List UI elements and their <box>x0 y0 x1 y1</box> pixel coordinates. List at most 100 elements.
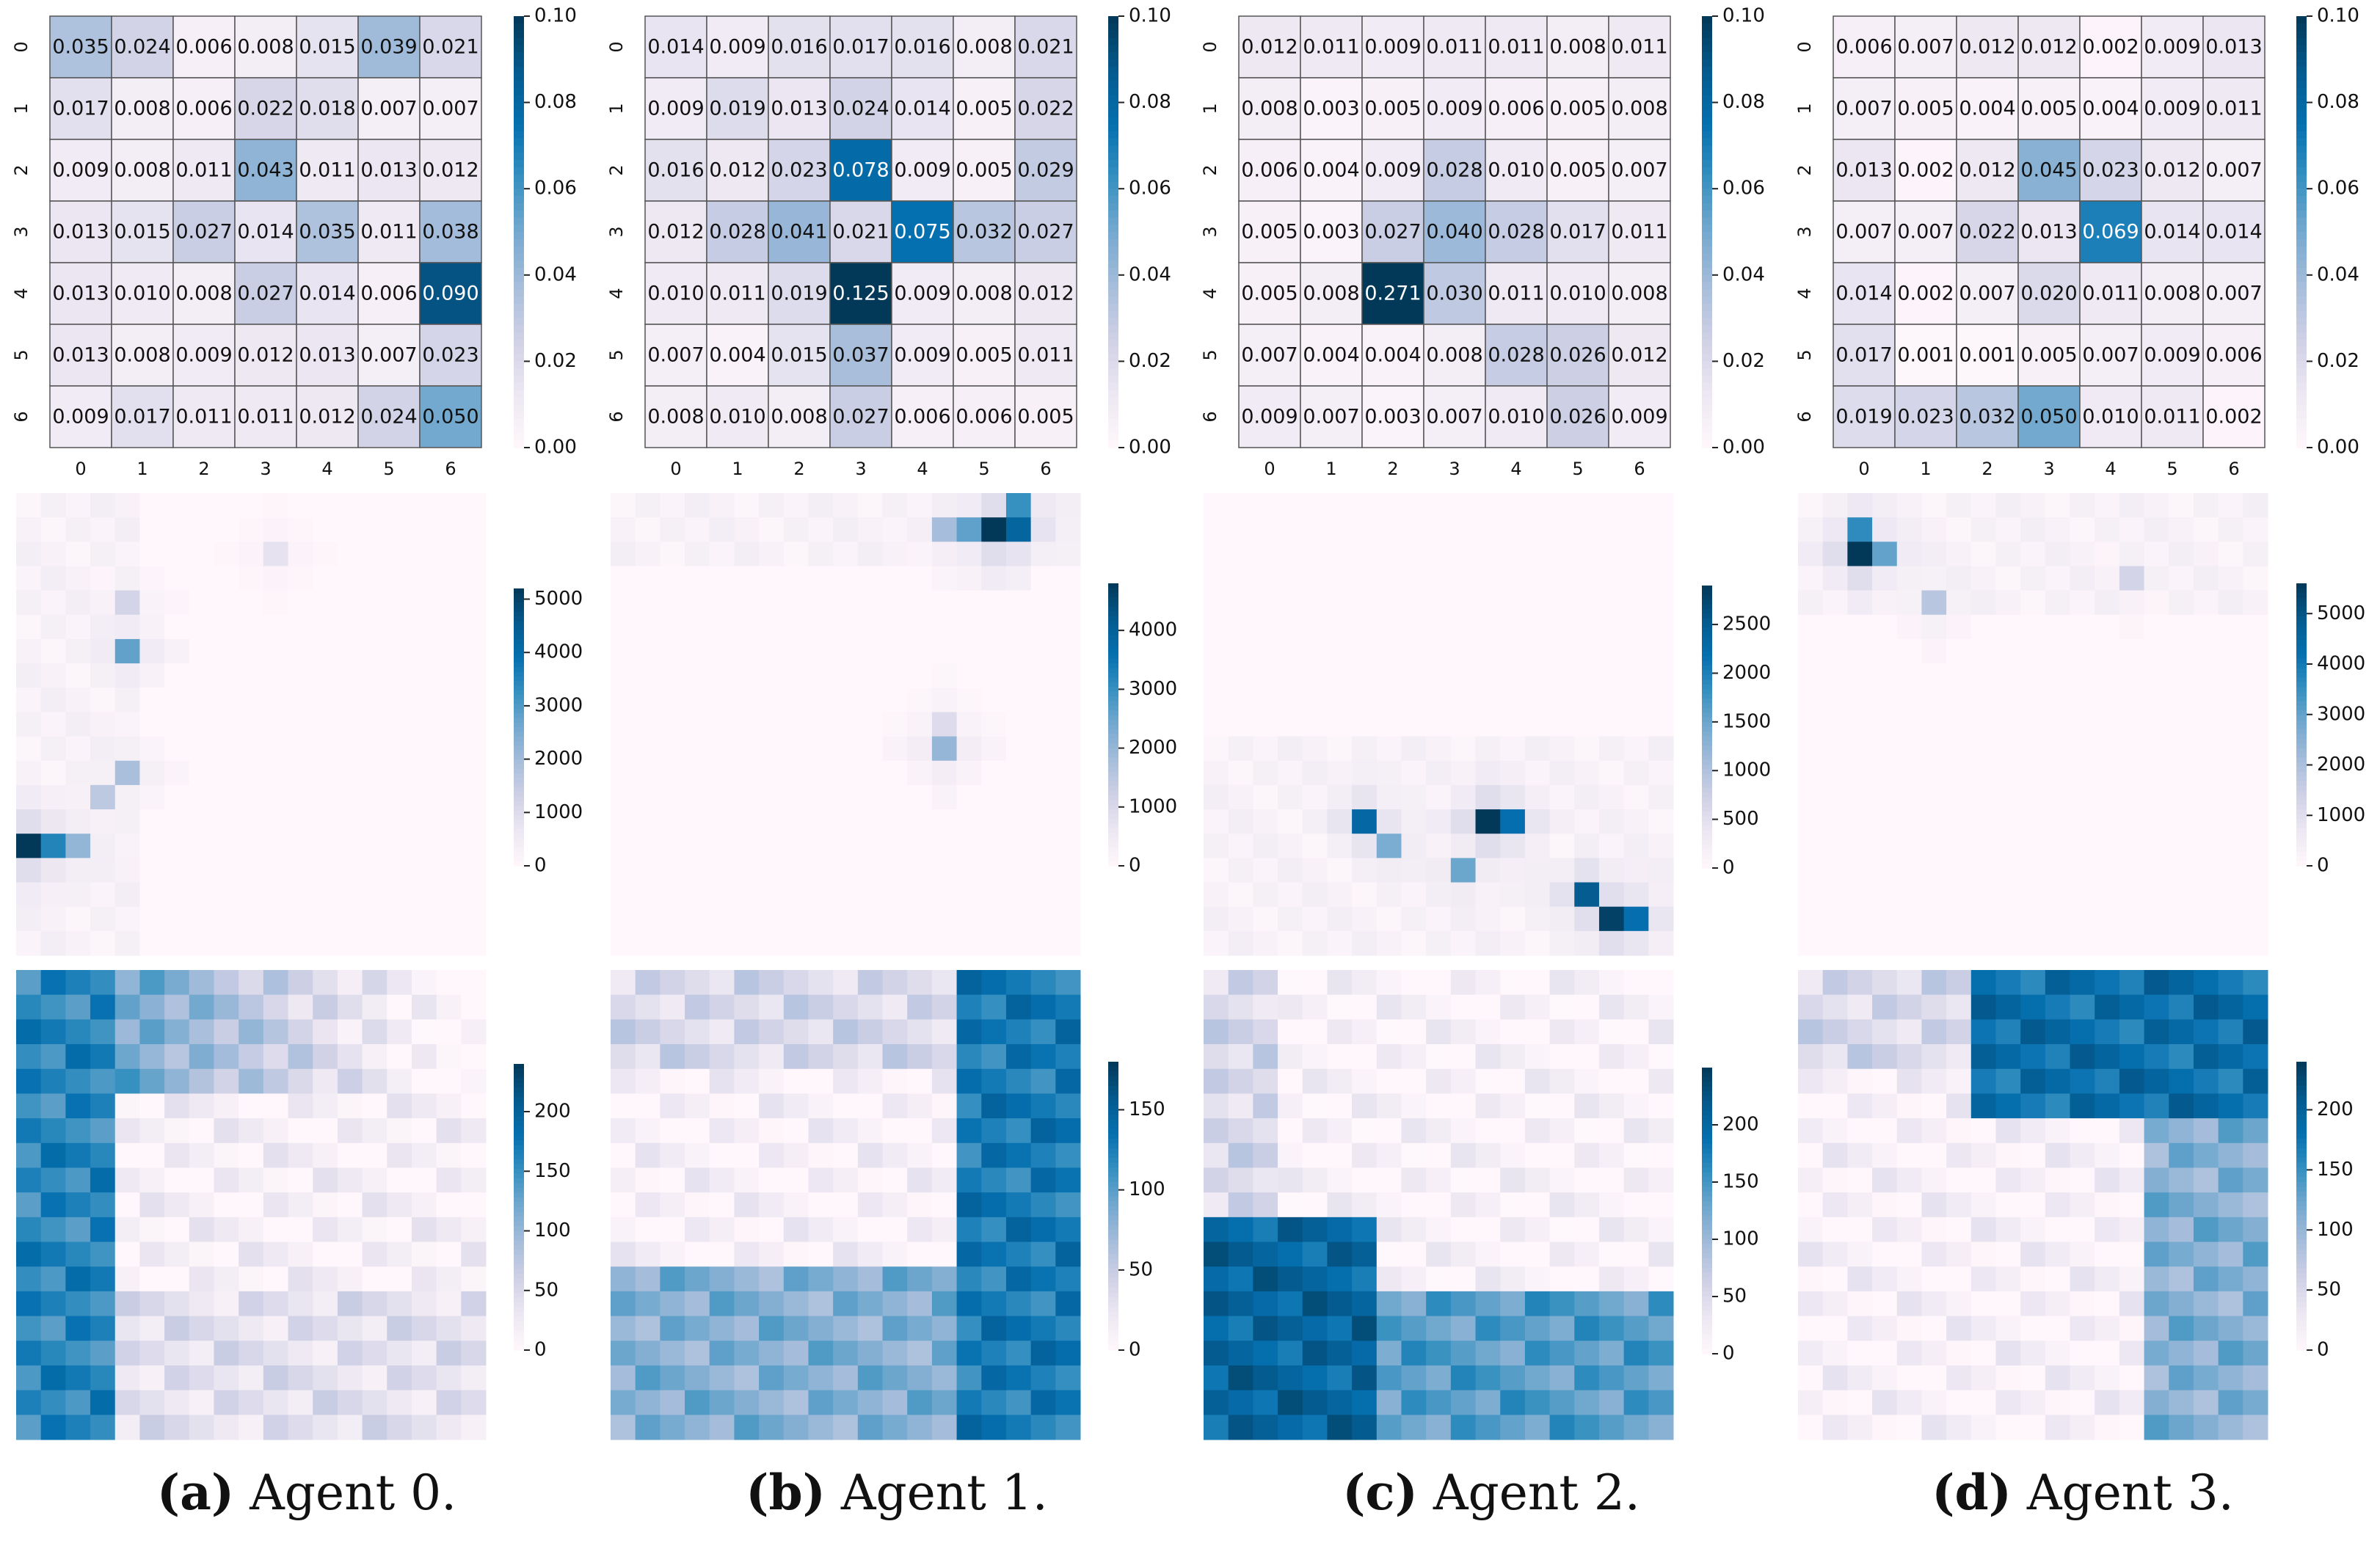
agent2-visits-2-cell <box>1302 1142 1328 1168</box>
agent1-visits-2-cell <box>857 1365 884 1391</box>
agent3-visits-2-cell <box>2020 1167 2046 1193</box>
agent1-visits-2-cell <box>931 1241 958 1267</box>
agent3-visits-2-cell <box>2218 1365 2243 1391</box>
agent0-visits-2-cell <box>362 1266 387 1292</box>
agent2-visits-2-cell <box>1450 1142 1477 1168</box>
agent0-visits-1-colorbar-segment <box>514 648 524 654</box>
agent1-visits-2-cell <box>956 1241 982 1267</box>
agent1-visits-2-colorbar-segment <box>1108 1104 1118 1111</box>
agent1-visits-2-cell <box>611 1291 636 1317</box>
agent2-transition-colorbar-segment <box>1702 124 1712 132</box>
agent0-visits-2-cell <box>362 1118 387 1144</box>
agent1-visits-1-cell <box>833 638 859 664</box>
agent3-visits-1-cell <box>1995 809 2021 834</box>
agent1-visits-2-cell <box>808 1068 834 1094</box>
agent1-visits-1-cell <box>635 930 660 956</box>
agent1-visits-1-cell <box>808 638 834 664</box>
agent2-visits-1-cell <box>1426 590 1452 616</box>
agent3-visits-2-cell <box>1946 1118 1972 1144</box>
agent2-transition-cell <box>1546 385 1609 448</box>
agent1-visits-2-cell <box>808 1266 834 1292</box>
agent2-visits-1-cell <box>1475 614 1501 640</box>
agent3-visits-2-colorbar-segment <box>2296 1143 2307 1149</box>
agent3-visits-1-cell <box>1822 493 1848 518</box>
agent1-visits-2-cell <box>1055 1316 1081 1341</box>
agent3-visits-1-cell <box>2193 517 2219 542</box>
agent3-visits-1-cell <box>2070 858 2095 883</box>
agent0-visits-2-cell <box>411 1217 437 1243</box>
agent1-visits-2-cell <box>981 1068 1007 1094</box>
agent1-visits-1-colorbar-segment <box>1108 611 1118 617</box>
agent2-visits-2-cell <box>1228 1266 1253 1292</box>
agent1-visits-2-cell <box>956 1044 982 1070</box>
agent0-visits-1-cell <box>263 882 289 908</box>
agent1-visits-2-cell <box>635 1019 660 1045</box>
agent0-visits-2-cell <box>164 1390 190 1415</box>
agent0-visits-2-cell <box>214 1044 239 1070</box>
agent1-transition-cell <box>891 77 954 140</box>
agent1-visits-2-cell <box>783 1217 809 1243</box>
agent0-visits-1-cell <box>65 760 91 786</box>
agent0-visits-2-cell <box>214 1118 239 1144</box>
agent1-visits-2-colorbar-segment <box>1108 1311 1118 1317</box>
agent1-transition-cell-value: 0.019 <box>709 98 765 120</box>
agent2-visits-2-colorbar-segment <box>1702 1096 1712 1102</box>
agent2-visits-1-cell <box>1204 590 1229 616</box>
agent3-visits-1-colorbar-segment <box>2296 795 2307 801</box>
agent0-transition-colorbar-segment <box>514 153 524 161</box>
agent1-transition-cell-value: 0.014 <box>894 98 950 120</box>
agent2-visits-1-cell <box>1450 542 1477 566</box>
agent0-transition-colorbar-segment <box>514 340 524 348</box>
agent0-visits-2-cell <box>263 1019 289 1045</box>
agent2-visits-2-cell <box>1574 1217 1600 1243</box>
agent2-visits-1-colorbar-segment <box>1702 773 1712 779</box>
agent2-transition-cell <box>1485 139 1548 202</box>
agent0-visits-2-colorbar-segment <box>514 1064 524 1070</box>
agent2-visits-2-cell <box>1500 1068 1526 1094</box>
agent0-visits-2-cell <box>65 1019 91 1045</box>
agent3-visits-1-cell <box>1872 590 1898 616</box>
agent3-visits-1-cell <box>2119 614 2145 640</box>
agent1-visits-2-cell <box>833 1316 859 1341</box>
agent1-transition-cell <box>768 139 831 202</box>
agent0-visits-1-cell <box>362 493 387 518</box>
agent2-visits-1-cell <box>1352 784 1378 810</box>
agent0-visits-1-cell <box>461 784 487 810</box>
agent3-visits-1-cell <box>1872 834 1898 858</box>
agent3-visits-2-cell <box>2144 1093 2169 1119</box>
agent1-visits-2-cell <box>635 1365 660 1391</box>
agent0-visits-1-cell <box>65 542 91 566</box>
agent0-visits-1-cell <box>90 614 116 640</box>
agent3-transition-colorbar-segment <box>2296 368 2307 376</box>
agent1-transition-cell-value: 0.019 <box>771 282 827 305</box>
agent2-visits-1-cell <box>1426 566 1452 591</box>
agent1-visits-1-cell <box>1055 784 1081 810</box>
agent0-transition-colorbar-segment <box>514 109 524 117</box>
agent1-visits-2-cell <box>734 1316 760 1341</box>
agent1-visits-2-cell <box>981 1142 1007 1168</box>
agent1-visits-1-cell <box>956 517 982 542</box>
agent0-visits-2-cell <box>337 1415 363 1440</box>
agent3-visits-2-cell <box>2144 1341 2169 1366</box>
agent0-visits-2-cell <box>337 1093 363 1119</box>
agent3-visits-1-colorbar-segment <box>2296 781 2307 787</box>
agent3-visits-2-cell <box>2243 1217 2268 1243</box>
agent1-visits-2-colorbar-segment <box>1108 1225 1118 1230</box>
agent3-visits-2-cell <box>1798 1266 1824 1292</box>
agent3-visits-2-cell <box>2169 1093 2194 1119</box>
agent0-visits-1-cell <box>90 688 116 712</box>
agent0-visits-1-cell <box>411 542 437 566</box>
agent1-visits-1-cell <box>635 760 660 786</box>
agent3-visits-2-cell <box>2169 1217 2194 1243</box>
agent0-visits-2-cell <box>214 1266 239 1292</box>
agent2-visits-1-cell <box>1352 638 1378 664</box>
agent2-visits-2-cell <box>1450 1019 1477 1045</box>
agent0-visits-2-cell <box>90 1365 116 1391</box>
agent1-visits-1-cell <box>1005 542 1032 566</box>
agent1-visits-2-cell <box>660 1192 685 1218</box>
agent1-transition-xtick: 3 <box>855 459 866 479</box>
agent1-visits-1-cell <box>611 736 636 762</box>
agent2-transition-cell-value: 0.271 <box>1364 282 1421 305</box>
agent1-visits-2-cell <box>611 1241 636 1267</box>
agent2-visits-2-cell <box>1574 1291 1600 1317</box>
